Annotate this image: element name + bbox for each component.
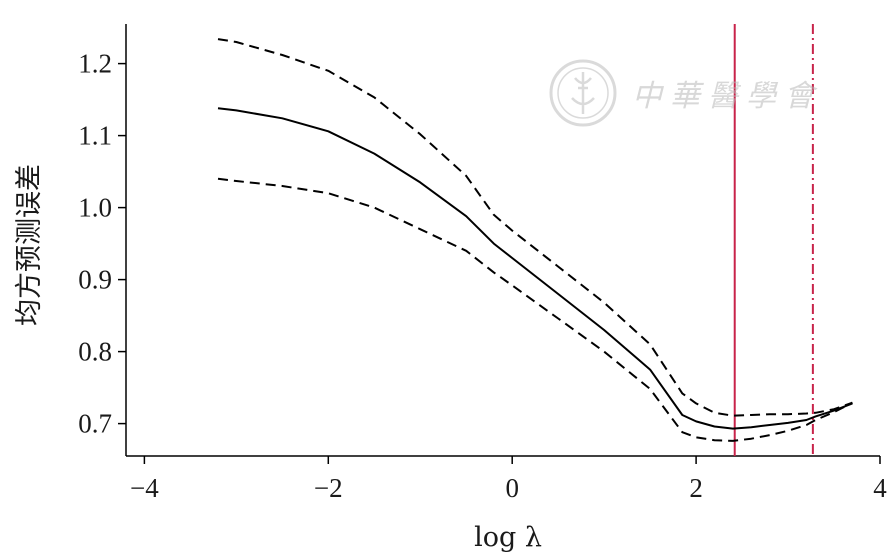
mean-cv-error-line	[217, 107, 853, 430]
x-axis-title: log λ	[474, 522, 542, 553]
y-tick-label: 1.0	[78, 193, 112, 223]
y-tick-label: 0.8	[78, 337, 112, 367]
tick-labels: 0.7 0.8 0.9 1.0 1.1 1.2 −4 −2 0 2 4	[78, 49, 887, 503]
y-tick-label: 1.2	[78, 49, 112, 79]
y-tick-label: 0.9	[78, 265, 112, 295]
y-tick-label: 0.7	[78, 409, 112, 439]
x-tick-label: 0	[505, 473, 519, 503]
series-lines	[217, 38, 853, 442]
upper-bound-line	[217, 38, 853, 417]
seal-icon	[549, 59, 617, 127]
x-tick-label: 2	[689, 473, 703, 503]
watermark: 中華醫學會	[548, 58, 822, 128]
x-tick-label: −4	[130, 473, 159, 503]
y-tick-label: 1.1	[78, 121, 112, 151]
axes	[118, 24, 881, 464]
x-tick-label: 4	[873, 473, 887, 503]
x-tick-label: −2	[314, 473, 343, 503]
lower-bound-line	[217, 177, 853, 442]
watermark-text: 中華醫學會	[632, 79, 822, 114]
y-axis-title: 均方预测误差	[14, 164, 45, 326]
reference-lines	[733, 24, 814, 456]
